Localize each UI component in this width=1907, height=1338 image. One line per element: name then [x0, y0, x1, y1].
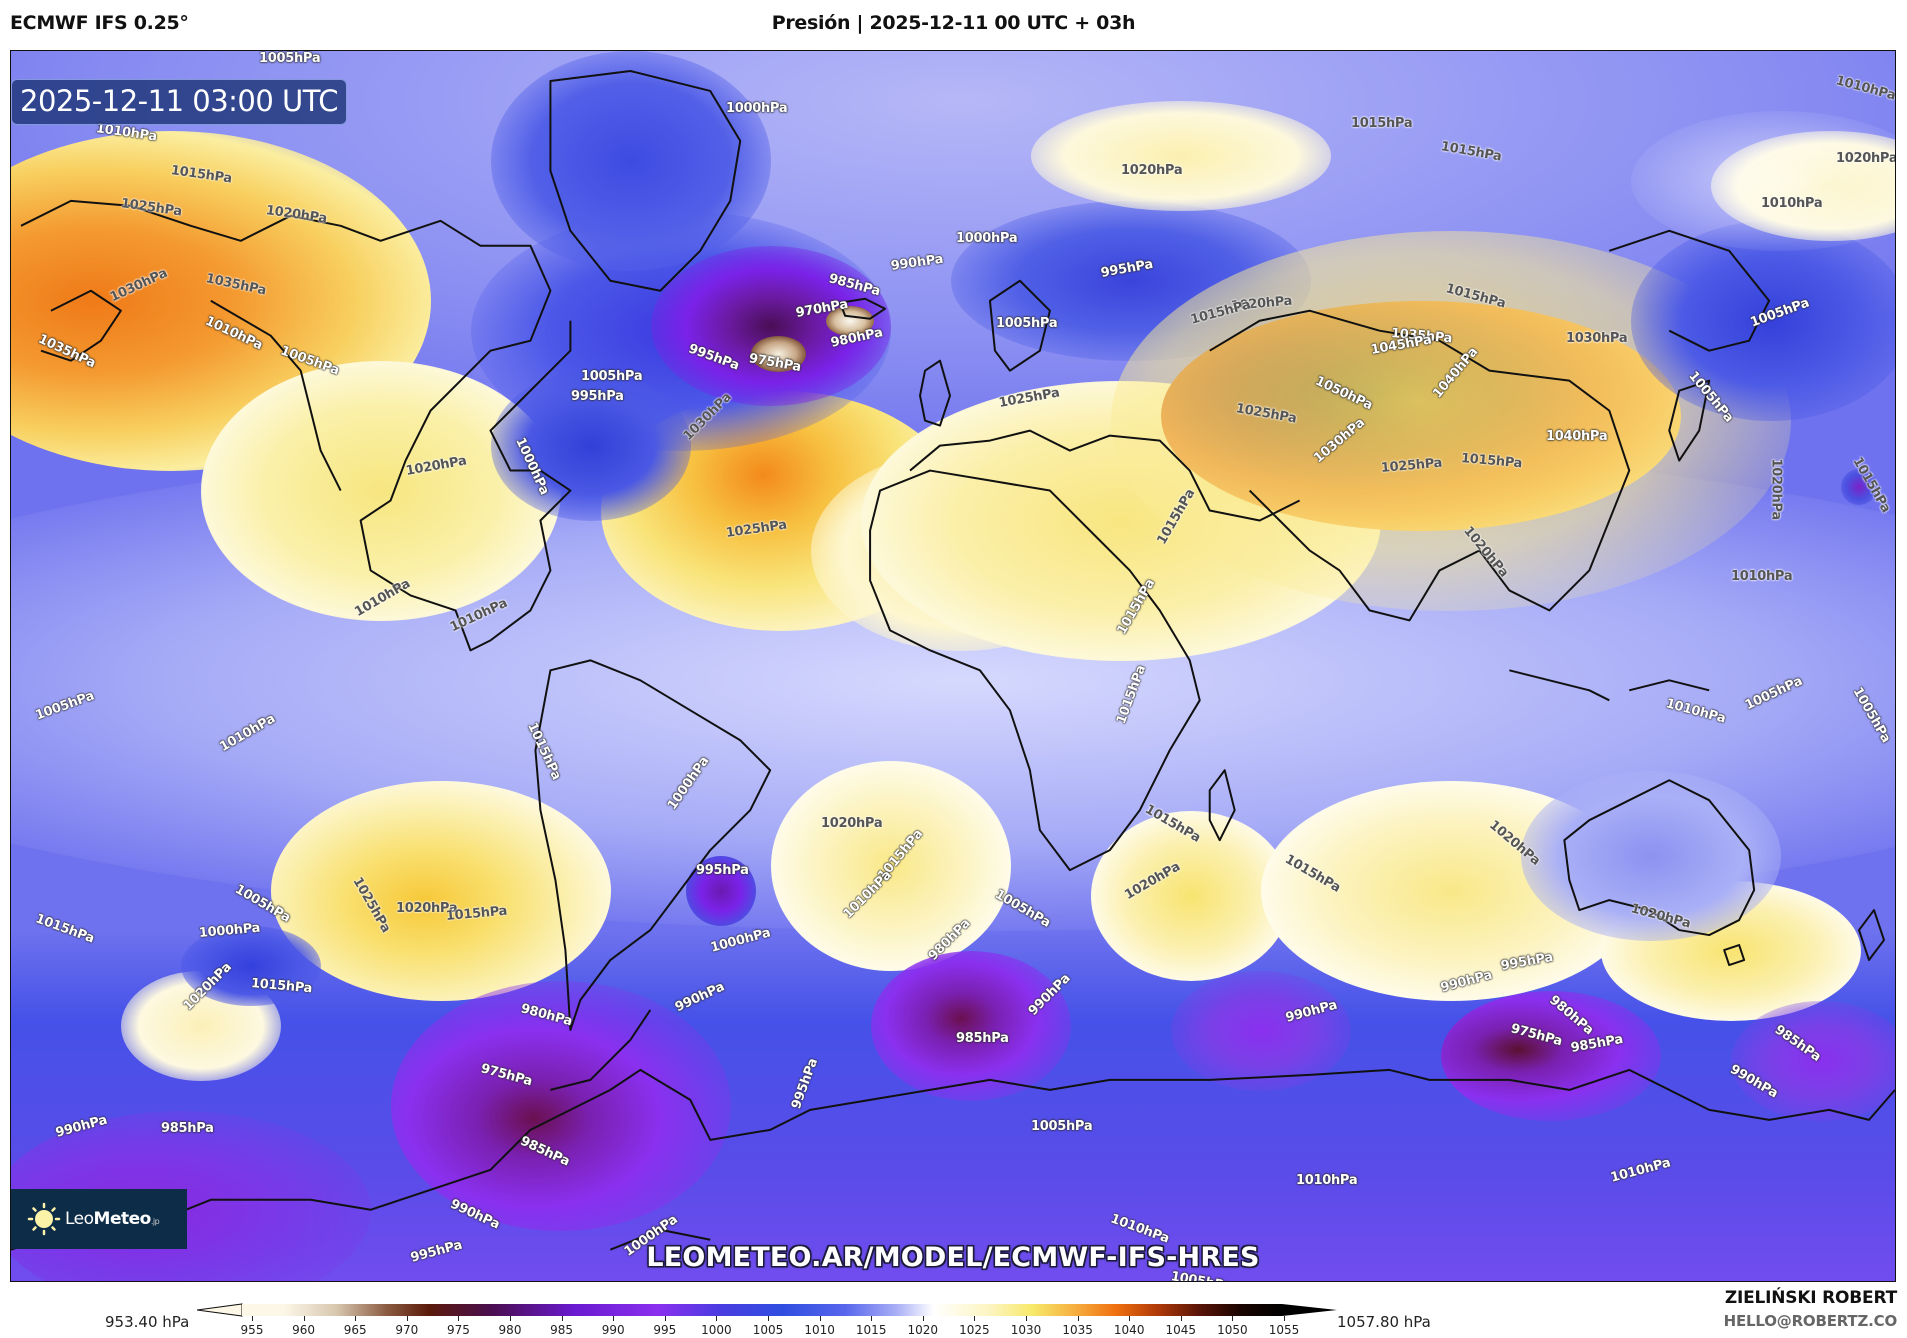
author-email[interactable]: HELLO@ROBERTZ.CO: [1723, 1312, 1898, 1330]
isobar-label: 985hPa: [956, 1031, 1009, 1046]
isobar-label: 1005hPa: [1031, 1119, 1093, 1134]
isobar-label: 1020hPa: [1836, 151, 1896, 166]
colorbar-tick-label: 1000: [701, 1323, 732, 1337]
isobar-label: 995hPa: [571, 389, 624, 404]
colorbar-tick-label: 1045: [1165, 1323, 1197, 1337]
colorbar-tickmark: [716, 1316, 718, 1321]
isobar-label: 1020hPa: [821, 816, 883, 831]
model-name: ECMWF IFS 0.25°: [10, 12, 189, 34]
colorbar-tickmark: [664, 1316, 666, 1321]
colorbar-tickmark: [355, 1316, 357, 1321]
colorbar-tick-label: 1035: [1062, 1323, 1093, 1337]
valid-time-badge: 2025-12-11 03:00 UTC: [11, 79, 348, 125]
isobar-label: 1005hPa: [259, 51, 321, 66]
colorbar-tick-label: 985: [550, 1323, 574, 1337]
isobar-label: 1040hPa: [1546, 429, 1608, 444]
colorbar-tick-label: 955: [240, 1323, 264, 1337]
colorbar-tickmark: [510, 1316, 511, 1321]
colorbar-tickmark: [768, 1316, 769, 1321]
colorbar-tick-label: 1025: [959, 1323, 990, 1337]
colorbar-tickmark: [974, 1316, 976, 1321]
isobar-label: 1030hPa: [1566, 331, 1628, 346]
author-name: ZIELIŃSKI ROBERT: [1724, 1288, 1897, 1308]
colorbar-tickmark: [819, 1316, 821, 1321]
colorbar-tick-label: 990: [601, 1323, 625, 1337]
isobar-label: 1005hPa: [996, 316, 1058, 331]
colorbar-tick-label: 995: [653, 1323, 677, 1337]
leometeo-logo[interactable]: LeoMeteo.jp: [11, 1189, 187, 1249]
pressure-field: [11, 51, 1895, 1281]
source-url-watermark: LEOMETEO.AR/MODEL/ECMWF-IFS-HRES: [646, 1242, 1260, 1273]
colorbar-tick-label: 975: [446, 1323, 470, 1337]
isobar-label: 995hPa: [696, 863, 749, 878]
colorbar-tick-label: 1055: [1268, 1323, 1300, 1337]
sun-icon: [27, 1202, 61, 1236]
colorbar-tickmark: [1180, 1316, 1182, 1321]
colorbar-tickmark: [561, 1316, 563, 1321]
pressure-map: 1005hPa1010hPa1015hPa1025hPa1020hPa1020h…: [10, 50, 1896, 1282]
colorbar-tick-label: 1010: [804, 1323, 835, 1337]
isobar-label: 1020hPa: [1121, 163, 1183, 178]
colorbar-tick-label: 970: [395, 1323, 419, 1337]
colorbar-tick-label: 960: [292, 1323, 316, 1337]
colorbar-tick-label: 1020: [907, 1323, 939, 1337]
isobar-label: 1010hPa: [1761, 196, 1823, 211]
isobar-label: 1005hPa: [581, 369, 643, 384]
colorbar-max-label: 1057.80 hPa: [1337, 1313, 1431, 1331]
colorbar-min-label: 953.40 hPa: [105, 1313, 190, 1331]
logo-text: LeoMeteo.jp: [65, 1209, 160, 1229]
colorbar-tick-label: 1050: [1217, 1323, 1248, 1337]
colorbar-tick-label: 1040: [1113, 1323, 1145, 1337]
colorbar-tickmark: [922, 1316, 924, 1321]
colorbar-tickmark: [1026, 1316, 1027, 1321]
colorbar-tickmark: [303, 1316, 305, 1321]
isobar-label: 1000hPa: [956, 231, 1018, 246]
colorbar-tick-label: 980: [498, 1323, 522, 1337]
colorbar-tickmark: [1232, 1316, 1234, 1321]
colorbar-tick-label: 1015: [855, 1323, 887, 1337]
colorbar-tickmark: [406, 1316, 408, 1321]
isobar-label: 1015hPa: [1351, 116, 1413, 131]
colorbar-tickmark: [458, 1316, 460, 1321]
isobar-label: 1010hPa: [1296, 1173, 1358, 1188]
colorbar-tick-label: 1030: [1010, 1323, 1042, 1337]
colorbar-ticks: 955 960 965 970 975 980 985 990 995 1000 1005 1010 1…: [0, 1316, 1907, 1338]
colorbar-tick-label: 1005: [752, 1323, 784, 1337]
colorbar-tickmark: [1129, 1316, 1131, 1321]
colorbar-tick-label: 965: [343, 1323, 367, 1337]
isobar-label: 1010hPa: [1731, 569, 1793, 584]
isobar-label: 1020hPa: [396, 901, 458, 916]
isobar-label: 1020hPa: [1768, 458, 1784, 520]
colorbar-tickmark: [252, 1316, 253, 1321]
colorbar-tickmark: [613, 1316, 615, 1321]
colorbar-tickmark: [1077, 1316, 1079, 1321]
pressure-colorbar: [197, 1303, 1337, 1317]
colorbar-tickmark: [871, 1316, 873, 1321]
isobar-label: 985hPa: [161, 1121, 214, 1136]
isobar-label: 1000hPa: [726, 101, 788, 116]
colorbar-tickmark: [1284, 1316, 1285, 1321]
chart-title: Presión | 2025-12-11 00 UTC + 03h: [771, 12, 1136, 34]
